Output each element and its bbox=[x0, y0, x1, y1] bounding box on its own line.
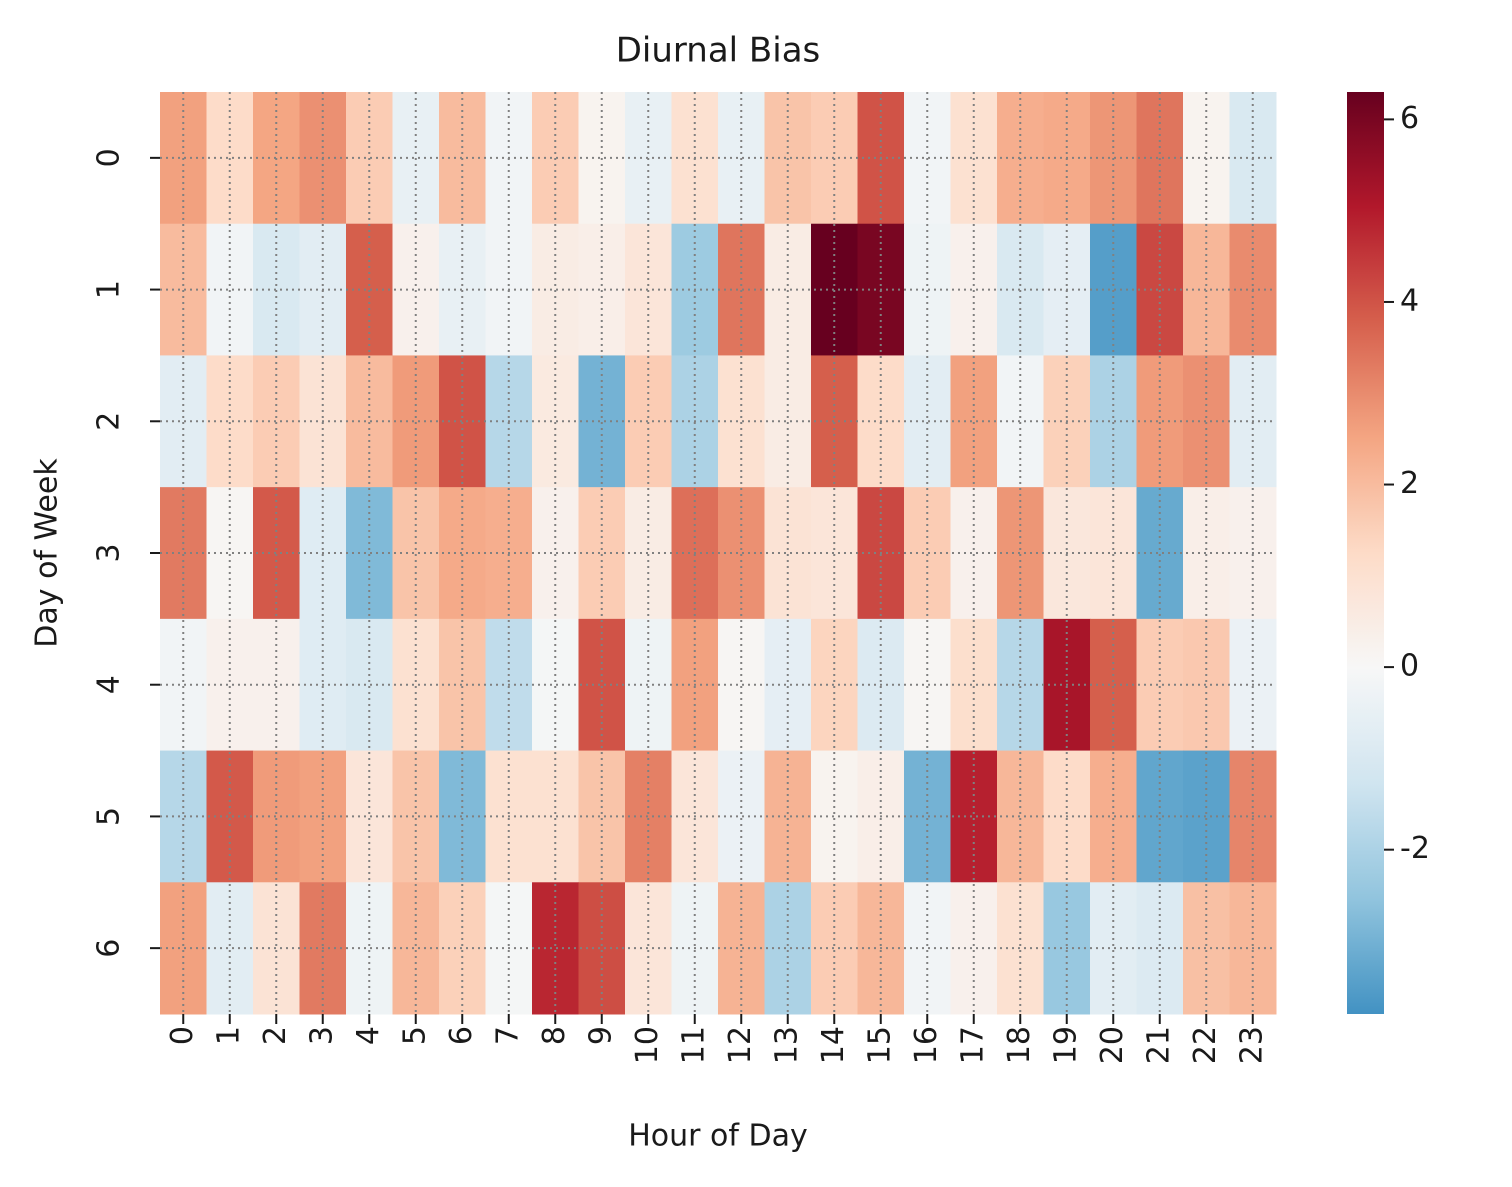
x-tick-label: 2 bbox=[258, 1026, 293, 1045]
x-tick-label: 15 bbox=[862, 1026, 897, 1064]
colorbar-tick-label: -2 bbox=[1400, 831, 1430, 866]
x-tick-label: 16 bbox=[909, 1026, 944, 1064]
y-tick-label: 1 bbox=[92, 280, 127, 299]
y-tick-label: 0 bbox=[92, 148, 127, 167]
x-axis-label: Hour of Day bbox=[628, 1119, 808, 1154]
x-tick-label: 4 bbox=[351, 1026, 386, 1045]
x-tick-label: 22 bbox=[1188, 1026, 1223, 1064]
x-tick-label: 9 bbox=[583, 1026, 618, 1045]
y-tick-label: 6 bbox=[92, 939, 127, 958]
x-tick-label: 13 bbox=[769, 1026, 804, 1064]
colorbar bbox=[1347, 92, 1384, 1014]
x-tick-label: 23 bbox=[1234, 1026, 1269, 1064]
x-tick-label: 5 bbox=[397, 1026, 432, 1045]
x-tick-label: 6 bbox=[444, 1026, 479, 1045]
x-tick-label: 17 bbox=[955, 1026, 990, 1064]
colorbar-tick-label: 6 bbox=[1400, 101, 1419, 136]
y-tick-label: 4 bbox=[92, 675, 127, 694]
x-tick-label: 20 bbox=[1095, 1026, 1130, 1064]
x-tick-label: 3 bbox=[304, 1026, 339, 1045]
x-tick-label: 1 bbox=[211, 1026, 246, 1045]
x-tick-label: 21 bbox=[1141, 1026, 1176, 1064]
x-tick-label: 19 bbox=[1048, 1026, 1083, 1064]
x-tick-label: 10 bbox=[630, 1026, 665, 1064]
x-tick-label: 12 bbox=[723, 1026, 758, 1064]
y-tick-label: 5 bbox=[92, 807, 127, 826]
x-tick-label: 11 bbox=[676, 1026, 711, 1064]
chart-title: Diurnal Bias bbox=[616, 31, 821, 71]
x-tick-label: 18 bbox=[1002, 1026, 1037, 1064]
y-tick-label: 3 bbox=[92, 543, 127, 562]
colorbar-tick-label: 4 bbox=[1400, 283, 1419, 318]
x-tick-label: 0 bbox=[165, 1026, 200, 1045]
colorbar-tick-label: 0 bbox=[1400, 649, 1419, 684]
y-tick-label: 2 bbox=[92, 412, 127, 431]
x-tick-label: 7 bbox=[490, 1026, 525, 1045]
colorbar-tick-label: 2 bbox=[1400, 466, 1419, 501]
x-tick-label: 14 bbox=[816, 1026, 851, 1064]
y-axis-label: Day of Week bbox=[30, 458, 65, 648]
x-tick-label: 8 bbox=[537, 1026, 572, 1045]
